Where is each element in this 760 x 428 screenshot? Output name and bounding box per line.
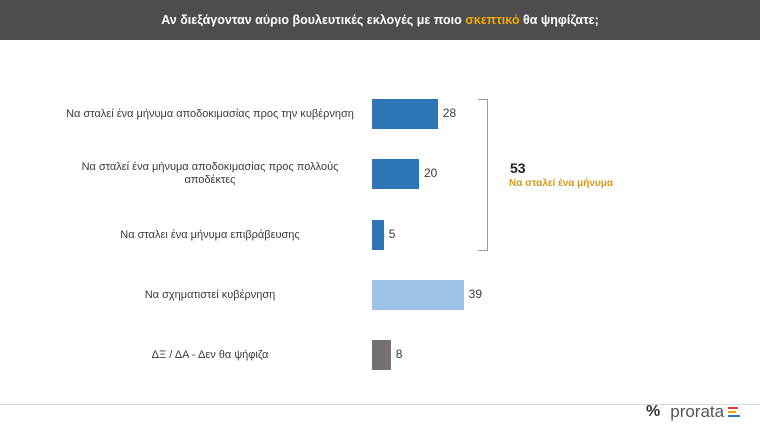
- category-label: ΔΞ / ΔΑ - Δεν θα ψήφιζα: [151, 348, 269, 361]
- prorata-logo: % prorata: [646, 402, 741, 422]
- group-total-value: 53: [510, 160, 526, 176]
- group-total-label: Να σταλεί ένα μήνυμα: [509, 178, 614, 189]
- bar: [372, 280, 464, 310]
- bar: [372, 159, 419, 189]
- bar: [372, 99, 438, 129]
- logo-percent-symbol: %: [646, 403, 661, 420]
- footer-divider: [0, 404, 760, 405]
- category-label: Να σταλει ένα μήνυμα επιβράβευσης: [120, 228, 300, 241]
- title-part-before: Αν διεξάγονταν αύριο βουλευτικές εκλογές…: [161, 13, 466, 27]
- logo-bar-stripe: [728, 411, 737, 413]
- title-accent-word: σκεπτικό: [465, 13, 520, 27]
- logo-wordmark: prorata: [670, 402, 725, 421]
- group-bracket: [478, 99, 488, 251]
- bar-value-label: 8: [395, 347, 403, 361]
- chart-title-bar: Αν διεξάγονταν αύριο βουλευτικές εκλογές…: [0, 0, 760, 40]
- bar: [372, 340, 391, 370]
- category-label: Να σταλεί ένα μήνυμα αποδοκιμασίας προς …: [66, 107, 354, 120]
- category-label: Να σχηματιστεί κυβέρνηση: [144, 288, 276, 301]
- bar-value-label: 20: [424, 166, 438, 180]
- bar-value-label: 28: [442, 106, 457, 120]
- logo-bars-icon: [728, 407, 741, 417]
- logo-bar-stripe: [728, 407, 739, 409]
- bar-value-label: 5: [388, 227, 396, 241]
- bar: [372, 220, 384, 250]
- category-label: Να σταλεί ένα μήνυμα αποδοκιμασίας προς …: [81, 161, 339, 186]
- title-text: Αν διεξάγονταν αύριο βουλευτικές εκλογές…: [161, 13, 599, 27]
- title-part-after: θα ψηφίζατε;: [519, 13, 599, 27]
- logo-bar-stripe: [728, 415, 741, 417]
- bar-value-label: 39: [468, 287, 482, 301]
